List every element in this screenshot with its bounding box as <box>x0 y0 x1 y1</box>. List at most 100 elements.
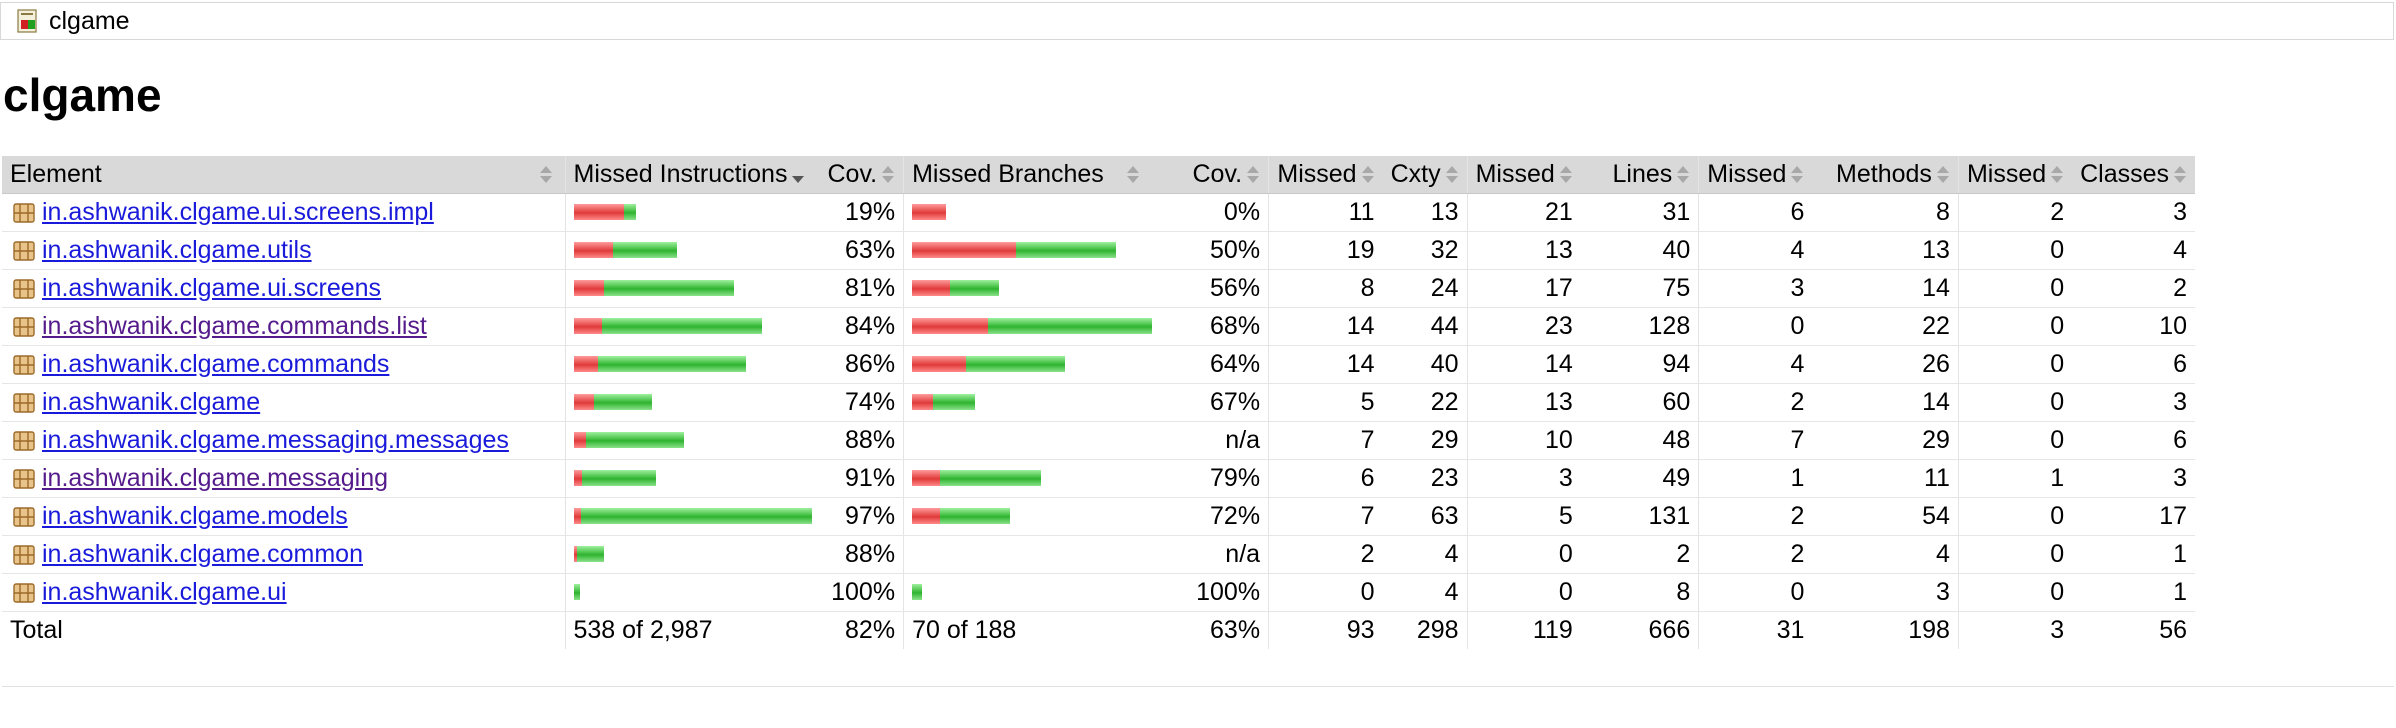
lines: 40 <box>1580 231 1699 270</box>
missed-classes: 0 <box>1957 421 2073 460</box>
total-classes: 56 <box>2072 611 2196 649</box>
cov-instructions: 91% <box>819 459 904 498</box>
col-missed-classes[interactable]: Missed <box>1957 156 2073 194</box>
table-row: in.ashwanik.clgame.ui.screens 81% 56% 8 24 17… <box>2 269 2196 308</box>
package-link[interactable]: in.ashwanik.clgame <box>42 387 261 416</box>
total-cxty: 298 <box>1382 611 1468 649</box>
missed-lines: 0 <box>1466 535 1581 574</box>
package-link[interactable]: in.ashwanik.clgame.ui <box>42 577 287 606</box>
instructions-bar-cell <box>564 269 820 308</box>
missed-cxty: 6 <box>1268 459 1383 498</box>
col-missed-branches[interactable]: Missed Branches <box>903 156 1163 194</box>
breadcrumb: clgame <box>0 2 2394 40</box>
package-link[interactable]: in.ashwanik.clgame.messaging <box>42 463 389 492</box>
sort-icon <box>881 164 895 186</box>
col-missed-lines[interactable]: Missed <box>1466 156 1581 194</box>
cxty: 40 <box>1382 345 1468 384</box>
classes: 3 <box>2072 383 2196 422</box>
sort-icon <box>1361 164 1375 186</box>
branches-bar-cell <box>903 535 1163 574</box>
col-missed-cxty[interactable]: Missed <box>1268 156 1383 194</box>
covered-branches-bar <box>933 394 976 410</box>
missed-branches-bar <box>912 394 934 410</box>
col-missed-instructions[interactable]: Missed Instructions <box>564 156 820 194</box>
instructions-bar-cell <box>564 459 820 498</box>
cov-branches: 50% <box>1162 231 1269 270</box>
methods: 13 <box>1812 231 1959 270</box>
element-cell: in.ashwanik.clgame <box>2 383 565 422</box>
cov-instructions: 88% <box>819 535 904 574</box>
branches-coverage-bar <box>912 356 1155 372</box>
package-link[interactable]: in.ashwanik.clgame.ui.screens <box>42 273 382 302</box>
instructions-coverage-bar <box>573 280 812 296</box>
instructions-coverage-bar <box>573 432 812 448</box>
lines: 31 <box>1580 193 1699 232</box>
lines: 2 <box>1580 535 1699 574</box>
covered-instructions-bar <box>573 584 580 600</box>
missed-lines: 13 <box>1466 231 1581 270</box>
package-icon <box>12 543 36 567</box>
total-cov-instructions: 82% <box>819 611 904 649</box>
methods: 14 <box>1812 269 1959 308</box>
branches-bar-cell <box>903 459 1163 498</box>
missed-classes: 0 <box>1957 383 2073 422</box>
cxty: 32 <box>1382 231 1468 270</box>
col-classes[interactable]: Classes <box>2072 156 2196 194</box>
classes: 4 <box>2072 231 2196 270</box>
missed-classes: 0 <box>1957 535 2073 574</box>
instructions-bar-cell <box>564 231 820 270</box>
package-icon <box>12 315 36 339</box>
col-element[interactable]: Element <box>2 156 565 194</box>
instructions-coverage-bar <box>573 584 812 600</box>
classes: 2 <box>2072 269 2196 308</box>
classes: 1 <box>2072 535 2196 574</box>
col-cxty[interactable]: Cxty <box>1382 156 1468 194</box>
lines: 94 <box>1580 345 1699 384</box>
cxty: 4 <box>1382 573 1468 612</box>
table-row: in.ashwanik.clgame.ui.screens.impl 19% 0% 1… <box>2 193 2196 232</box>
lines: 75 <box>1580 269 1699 308</box>
instructions-coverage-bar <box>573 470 812 486</box>
package-link[interactable]: in.ashwanik.clgame.commands.list <box>42 311 427 340</box>
missed-lines: 17 <box>1466 269 1581 308</box>
sort-icon <box>1559 164 1573 186</box>
cov-branches: 79% <box>1162 459 1269 498</box>
classes: 17 <box>2072 497 2196 536</box>
missed-classes: 0 <box>1957 573 2073 612</box>
missed-classes: 0 <box>1957 307 2073 346</box>
package-link[interactable]: in.ashwanik.clgame.common <box>42 539 363 568</box>
instructions-bar-cell <box>564 383 820 422</box>
package-link[interactable]: in.ashwanik.clgame.messaging.messages <box>42 425 509 454</box>
table-row: in.ashwanik.clgame.ui 100% 100% 0 4 0 8 0 3 0 1 <box>2 573 2196 612</box>
element-cell: in.ashwanik.clgame.models <box>2 497 565 536</box>
col-methods[interactable]: Methods <box>1812 156 1959 194</box>
report-icon <box>17 9 37 33</box>
total-row: Total 538 of 2,987 82% 70 of 188 63% 93 … <box>2 611 2196 649</box>
package-link[interactable]: in.ashwanik.clgame.ui.screens.impl <box>42 197 434 226</box>
missed-methods: 2 <box>1698 497 1813 536</box>
col-cov-branches[interactable]: Cov. <box>1162 156 1269 194</box>
missed-lines: 23 <box>1466 307 1581 346</box>
package-icon <box>12 391 36 415</box>
instructions-coverage-bar <box>573 204 812 220</box>
missed-methods: 4 <box>1698 231 1813 270</box>
methods: 22 <box>1812 307 1959 346</box>
package-link[interactable]: in.ashwanik.clgame.commands <box>42 349 390 378</box>
package-link[interactable]: in.ashwanik.clgame.models <box>42 501 348 530</box>
instructions-bar-cell <box>564 193 820 232</box>
missed-methods: 6 <box>1698 193 1813 232</box>
branches-bar-cell <box>903 231 1163 270</box>
col-missed-methods[interactable]: Missed <box>1698 156 1813 194</box>
package-link[interactable]: in.ashwanik.clgame.utils <box>42 235 312 264</box>
methods: 14 <box>1812 383 1959 422</box>
cov-instructions: 86% <box>819 345 904 384</box>
sort-icon <box>1246 164 1260 186</box>
lines: 48 <box>1580 421 1699 460</box>
col-lines[interactable]: Lines <box>1580 156 1699 194</box>
col-cov-instructions[interactable]: Cov. <box>819 156 904 194</box>
branches-coverage-bar <box>912 242 1155 258</box>
element-cell: in.ashwanik.clgame.common <box>2 535 565 574</box>
classes: 6 <box>2072 345 2196 384</box>
branches-coverage-bar <box>912 204 1155 220</box>
covered-instructions-bar <box>612 242 677 258</box>
